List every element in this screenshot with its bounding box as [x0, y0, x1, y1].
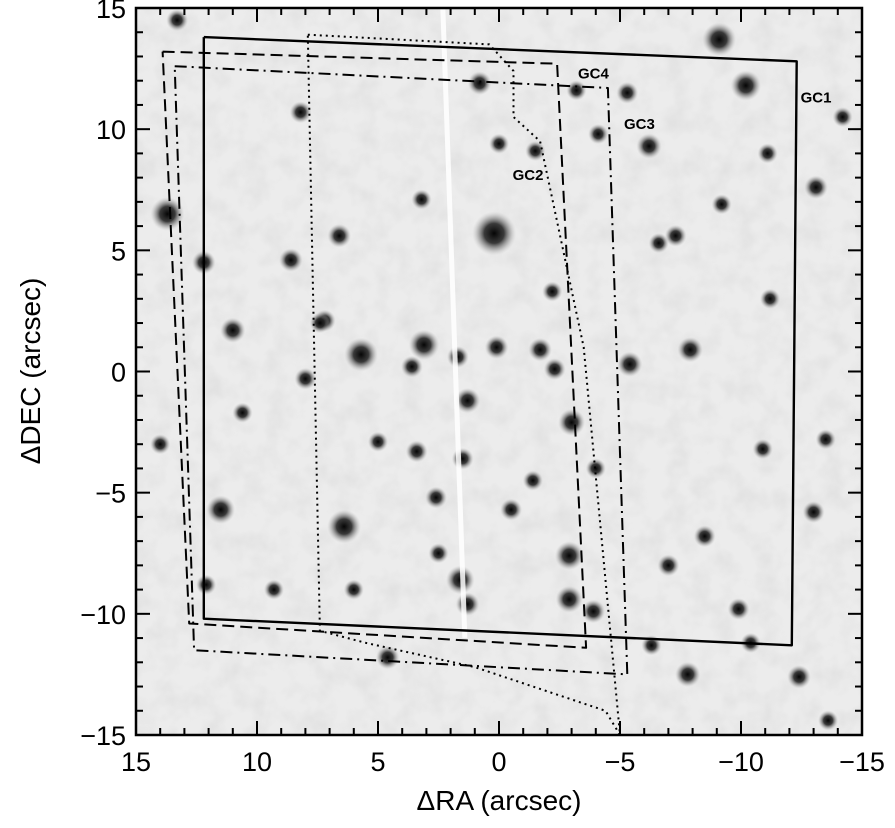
label-gc4: GC4: [578, 65, 610, 82]
star-71: [818, 710, 839, 731]
star-2: [150, 197, 185, 231]
label-gc3: GC3: [624, 116, 655, 133]
x-tick-label: −10: [718, 747, 764, 777]
star-51: [289, 101, 312, 124]
star-22: [484, 335, 509, 360]
y-tick-label: −5: [95, 479, 126, 509]
star-15: [636, 133, 662, 159]
star-35: [675, 661, 701, 688]
star-6: [730, 70, 762, 101]
y-tick-label: 5: [111, 236, 126, 266]
star-26: [400, 355, 423, 378]
star-65: [525, 140, 546, 162]
star-16: [804, 175, 828, 200]
star-21: [454, 387, 481, 414]
star-68: [428, 543, 449, 564]
star-32: [425, 486, 448, 509]
star-14: [220, 317, 246, 343]
x-tick-label: −5: [605, 747, 636, 777]
star-60: [232, 402, 253, 423]
star-44: [664, 224, 687, 247]
star-67: [832, 106, 853, 128]
star-66: [150, 434, 171, 455]
outline-gc4: [161, 50, 588, 649]
star-40: [693, 525, 716, 548]
star-29: [451, 447, 474, 470]
y-tick-label: −10: [80, 600, 126, 630]
star-13: [677, 337, 703, 363]
x-tick-label: 5: [370, 747, 385, 777]
star-36: [787, 665, 811, 689]
star-42: [815, 429, 836, 450]
star-23: [528, 337, 552, 362]
x-tick-label: −15: [839, 747, 885, 777]
star-47: [757, 143, 778, 164]
star-9: [554, 541, 584, 571]
star-24: [543, 358, 566, 381]
label-gc1: GC1: [801, 90, 832, 107]
detector-gap-streak: [440, 8, 468, 638]
star-50: [588, 123, 609, 145]
y-axis-label: ΔDEC (arcsec): [15, 278, 46, 465]
outline-gc2: [306, 33, 621, 735]
star-10: [558, 408, 586, 436]
region-labels: GC4 GC1 GC3 GC2: [513, 65, 832, 184]
x-tick-label: 15: [121, 747, 151, 777]
star-33: [455, 592, 480, 616]
x-tick-label: 0: [491, 747, 506, 777]
y-tick-label: 0: [111, 358, 126, 388]
y-tick-label: 10: [96, 115, 126, 145]
star-25: [446, 346, 469, 368]
star-53: [309, 312, 331, 334]
star-49: [566, 80, 587, 101]
outline-gc3: [173, 65, 629, 676]
star-61: [759, 288, 781, 309]
label-gc2: GC2: [513, 167, 544, 184]
star-20: [467, 71, 492, 95]
star-55: [522, 470, 543, 491]
star-37: [375, 645, 400, 670]
star-5: [408, 329, 440, 361]
star-54: [367, 431, 389, 452]
star-56: [585, 458, 606, 479]
star-12: [617, 351, 643, 377]
y-tick-label: −15: [80, 721, 126, 751]
star-38: [657, 554, 680, 577]
star-63: [411, 189, 432, 210]
outline-gc1: [202, 35, 798, 647]
star-3: [327, 509, 362, 544]
star-64: [488, 133, 510, 154]
star-43: [752, 438, 773, 460]
x-tick-label: 10: [242, 747, 272, 777]
x-axis-label: ΔRA (arcsec): [417, 785, 582, 816]
star-4: [344, 337, 378, 372]
star-11: [555, 585, 583, 613]
stars-layer: [150, 9, 853, 731]
star-58: [343, 579, 364, 600]
star-59: [196, 574, 217, 595]
field-outlines: [161, 33, 798, 735]
star-0: [472, 211, 517, 256]
y-tick-label: 15: [96, 0, 126, 24]
star-46: [711, 194, 732, 215]
star-52: [166, 9, 189, 32]
star-28: [294, 367, 317, 390]
star-8: [445, 565, 475, 595]
star-34: [581, 599, 606, 624]
star-30: [405, 440, 428, 463]
star-7: [206, 495, 236, 524]
star-57: [263, 579, 285, 600]
axis-ticks: 15 10 5 0 −5 −10 −15 −15 −10 −5 0 5 10 15: [80, 0, 885, 777]
star-19: [327, 223, 352, 248]
plot-area: GC4 GC1 GC3 GC2: [136, 8, 862, 735]
star-48: [616, 81, 639, 104]
star-31: [500, 498, 523, 521]
star-18: [279, 248, 303, 272]
star-39: [727, 598, 750, 620]
star-62: [542, 281, 563, 302]
star-45: [648, 232, 669, 254]
star-1: [702, 22, 737, 57]
star-41: [802, 501, 825, 524]
